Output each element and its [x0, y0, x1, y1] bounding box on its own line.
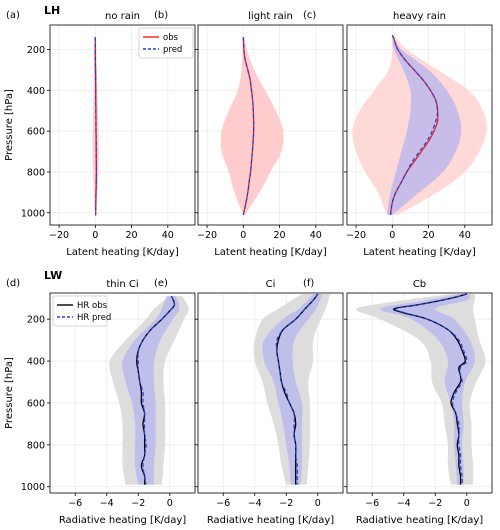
- series-line-pred: [275, 293, 319, 485]
- uncertainty-band-inner: [379, 294, 475, 485]
- series-line-pred: [137, 295, 176, 485]
- axes-frame: [49, 292, 196, 494]
- uncertainty-band-inner: [122, 296, 180, 485]
- y-tick-label: 600: [27, 127, 45, 138]
- x-tick-label: −20: [49, 230, 69, 241]
- x-tick-label: −2: [279, 498, 293, 509]
- series-line-pred: [94, 37, 98, 216]
- axes-frame: [346, 292, 493, 494]
- axes-frame: [346, 24, 493, 226]
- chart-panel-2: −20 0 20 40 (b) light rain Latent heating [K/d…: [154, 10, 344, 258]
- y-tick-label: 400: [27, 86, 45, 97]
- chart-panel-4: −6 −4 −2 0 200 400 600 800 1000 (d) thin Ci Radiati…: [4, 278, 196, 526]
- legend-label: obs: [163, 33, 179, 43]
- x-tick-label: −2: [131, 498, 145, 509]
- x-axis-label: Latent heating [K/day]: [214, 247, 327, 258]
- x-tick-label: −4: [100, 498, 114, 509]
- x-axis-label: Radiative heating [K/day]: [207, 515, 334, 526]
- x-tick-label: 0: [389, 230, 395, 241]
- y-tick-label: 1000: [21, 482, 45, 493]
- x-tick-label: −6: [365, 498, 379, 509]
- x-tick-label: 0: [240, 230, 246, 241]
- uncertainty-band-inner: [386, 35, 462, 215]
- y-tick-label: 200: [27, 45, 45, 56]
- series-line-pred: [389, 34, 439, 215]
- x-tick-label: 0: [92, 230, 98, 241]
- chart-panel-1: −20 0 20 40 200 400 600 800 1000 (a) no rain Latent…: [4, 10, 196, 258]
- panel-label: (d): [6, 278, 20, 289]
- x-tick-label: −2: [428, 498, 442, 509]
- panel-label: (e): [154, 278, 168, 289]
- legend: HR obs HR pred: [52, 295, 111, 327]
- panel-title: no rain: [105, 11, 140, 22]
- panel-title: Cb: [413, 279, 426, 290]
- legend-box: [52, 295, 108, 327]
- x-tick-label: 20: [274, 230, 286, 241]
- row-label-lw: LW: [44, 269, 62, 282]
- x-tick-label: −20: [346, 230, 366, 241]
- x-tick-label: 20: [126, 230, 138, 241]
- legend-box: [138, 27, 194, 59]
- x-axis-label: Latent heating [K/day]: [363, 247, 476, 258]
- panel-label: (c): [303, 10, 316, 21]
- x-tick-label: −4: [397, 498, 411, 509]
- x-axis-label: Radiative heating [K/day]: [356, 515, 483, 526]
- x-tick-label: 0: [464, 498, 470, 509]
- x-axis-label: Radiative heating [K/day]: [59, 515, 186, 526]
- y-tick-label: 400: [27, 357, 45, 368]
- uncertainty-band-outer: [220, 37, 284, 215]
- y-tick-label: 600: [27, 398, 45, 409]
- x-tick-label: 40: [162, 230, 174, 241]
- y-tick-label: 800: [27, 167, 45, 178]
- legend-label: HR obs: [77, 301, 108, 311]
- y-tick-label: 200: [27, 315, 45, 326]
- legend-label: pred: [163, 45, 182, 55]
- panel-title: light rain: [248, 11, 293, 22]
- x-tick-label: 20: [423, 230, 435, 241]
- panel-label: (a): [6, 10, 20, 21]
- chart-panel-3: −20 0 20 40 (c) heavy rain Latent heating [K/d…: [303, 10, 493, 258]
- row-label-lh: LH: [44, 4, 60, 17]
- series-line-pred: [394, 293, 468, 485]
- axes-frame: [197, 24, 344, 226]
- x-tick-label: −20: [197, 230, 217, 241]
- x-tick-label: 0: [167, 498, 173, 509]
- panel-label: (f): [303, 278, 314, 289]
- series-line-pred: [242, 37, 255, 215]
- y-tick-label: 1000: [21, 208, 45, 219]
- panel-title: heavy rain: [393, 11, 446, 22]
- y-axis-label: Pressure [hPa]: [4, 89, 15, 161]
- x-tick-label: −6: [216, 498, 230, 509]
- x-tick-label: 40: [459, 230, 471, 241]
- y-tick-label: 800: [27, 440, 45, 451]
- x-tick-label: 40: [310, 230, 322, 241]
- panel-title: thin Ci: [106, 279, 138, 290]
- chart-panel-5: −6 −4 −2 0 (e) Ci Radiative heating [K/day]: [154, 278, 344, 526]
- y-axis-label: Pressure [hPa]: [4, 357, 15, 429]
- legend-label: HR pred: [77, 313, 111, 323]
- axes-frame: [49, 24, 196, 226]
- panel-title: Ci: [266, 279, 276, 290]
- axes-frame: [197, 292, 344, 494]
- x-tick-label: −6: [68, 498, 82, 509]
- legend: obs pred: [138, 27, 194, 59]
- chart-panel-6: −6 −4 −2 0 (f) Cb Radiative heating [K/day]: [303, 278, 493, 526]
- x-tick-label: −4: [248, 498, 262, 509]
- panel-label: (b): [154, 10, 168, 21]
- x-tick-label: 0: [315, 498, 321, 509]
- x-axis-label: Latent heating [K/day]: [66, 247, 179, 258]
